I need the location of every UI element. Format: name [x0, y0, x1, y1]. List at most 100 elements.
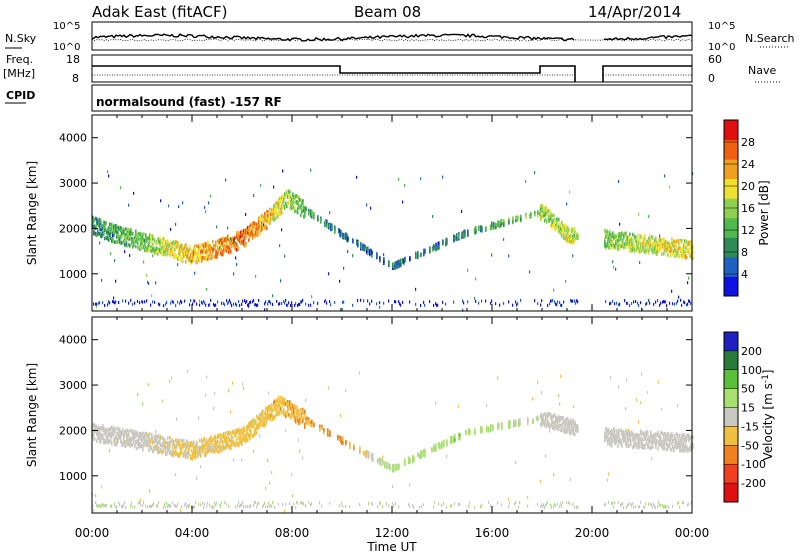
echo-cell — [562, 226, 564, 230]
echo-cell — [181, 259, 183, 263]
echo-cell — [111, 222, 113, 227]
echo-cell — [417, 255, 419, 259]
echo-cell — [127, 434, 129, 438]
echo-cell — [278, 400, 280, 405]
echo-cell — [261, 214, 263, 218]
echo-cell — [233, 238, 235, 242]
echo-cell — [666, 244, 668, 248]
echo-cell — [195, 258, 197, 262]
echo-cell — [633, 434, 635, 439]
echo-cell — [98, 431, 100, 435]
echo-cell — [624, 244, 626, 249]
echo-cell-scatter — [169, 379, 171, 383]
echo-cell — [310, 420, 312, 424]
echo-cell-nearrange — [113, 300, 115, 304]
echo-cell — [93, 437, 95, 441]
echo-cell — [247, 234, 249, 238]
echo-cell — [241, 233, 243, 238]
echo-cell — [501, 423, 503, 428]
echo-cell — [685, 255, 687, 259]
echo-cell — [474, 231, 476, 235]
echo-cell — [500, 220, 502, 225]
echo-cell-nearrange — [166, 300, 168, 304]
echo-cell — [408, 460, 410, 464]
echo-cell — [570, 233, 572, 238]
echo-cell-scatter — [192, 454, 194, 458]
echo-cell — [276, 201, 278, 205]
echo-cell — [148, 433, 150, 437]
echo-cell — [241, 439, 243, 443]
echo-cell-scatter — [604, 241, 606, 245]
echo-cell — [519, 422, 521, 426]
echo-cell — [607, 232, 609, 237]
echo-cell — [606, 437, 608, 441]
echo-cell — [628, 240, 630, 244]
echo-cell — [106, 230, 108, 235]
echo-cell — [162, 436, 164, 440]
echo-cell — [202, 444, 204, 449]
echo-cell — [163, 243, 165, 247]
echo-cell — [646, 441, 648, 445]
echo-cell — [266, 413, 268, 417]
echo-cell — [555, 226, 557, 230]
freq-line — [92, 65, 692, 82]
echo-cell — [627, 439, 629, 443]
echo-cell — [621, 429, 623, 434]
echo-cell — [326, 219, 328, 224]
echo-cell — [566, 428, 568, 432]
echo-cell — [573, 230, 575, 234]
echo-cell — [339, 229, 341, 233]
echo-cell — [274, 408, 276, 412]
echo-cell — [560, 423, 562, 428]
echo-cell — [184, 452, 186, 456]
echo-cell-nearrange — [399, 302, 401, 306]
echo-cell — [413, 458, 415, 462]
echo-cell — [141, 246, 143, 250]
echo-cell — [342, 441, 344, 445]
echo-cell — [92, 215, 94, 220]
echo-cell — [243, 430, 245, 435]
echo-cell — [115, 228, 117, 232]
echo-cell — [612, 439, 614, 444]
echo-cell-nearrange — [199, 303, 201, 307]
echo-cell — [283, 413, 285, 417]
echo-cell — [446, 439, 448, 443]
echo-cell — [298, 409, 300, 413]
echo-cell — [280, 197, 282, 201]
echo-cell — [251, 230, 253, 235]
echo-cell — [463, 229, 465, 234]
echo-cell — [140, 432, 142, 436]
echo-cell — [294, 404, 296, 409]
echo-cell — [150, 447, 152, 451]
echo-cell — [274, 205, 276, 209]
echo-cell-scatter — [475, 277, 477, 281]
echo-cell — [259, 215, 261, 219]
echo-cell — [612, 231, 614, 235]
echo-cell-nearrange — [633, 300, 635, 304]
echo-cell-nearrange — [110, 504, 112, 508]
echo-cell — [134, 443, 136, 448]
echo-cell — [346, 233, 348, 237]
echo-cell — [171, 241, 173, 245]
echo-cell — [604, 244, 606, 248]
echo-cell-nearrange — [149, 504, 151, 508]
echo-cell — [130, 232, 132, 236]
echo-cell-nearrange — [395, 300, 397, 304]
echo-cell — [607, 243, 609, 247]
echo-cell — [180, 446, 182, 451]
echo-cell — [541, 209, 543, 214]
echo-cell — [541, 413, 543, 417]
echo-cell — [301, 206, 303, 210]
echo-cell — [154, 439, 156, 444]
echo-cell — [279, 407, 281, 412]
echo-cell — [244, 434, 246, 438]
echo-cell — [465, 431, 467, 435]
echo-cell — [550, 413, 552, 417]
echo-cell — [417, 251, 419, 255]
echo-cell-nearrange — [541, 299, 543, 303]
echo-cell — [231, 442, 233, 447]
echo-cell — [179, 454, 181, 458]
echo-cell — [223, 435, 225, 440]
echo-cell — [203, 244, 205, 249]
echo-cell — [613, 427, 615, 431]
